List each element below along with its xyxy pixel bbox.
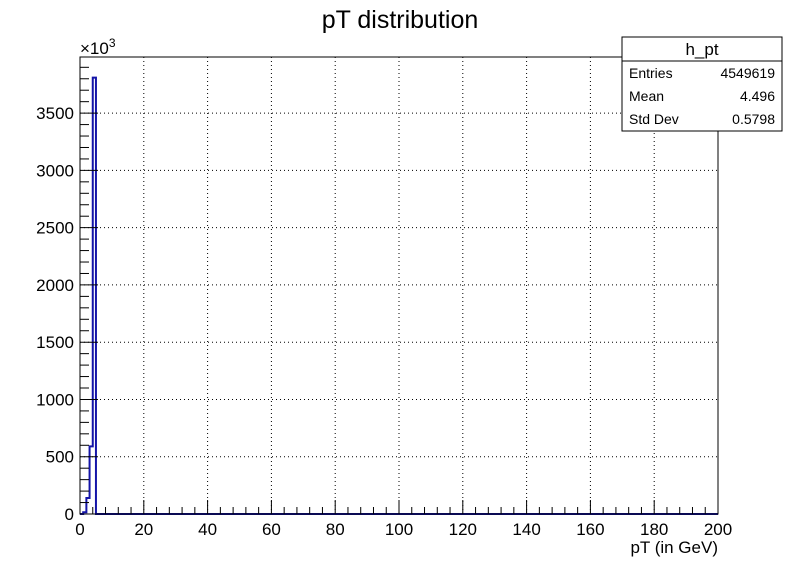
y-tick-label: 0 bbox=[65, 505, 74, 524]
x-tick-label: 20 bbox=[134, 520, 153, 539]
stats-box-name: h_pt bbox=[685, 40, 718, 59]
y-multiplier-exponent: 3 bbox=[109, 36, 116, 50]
x-axis-tick-labels: 0 20 40 60 80 100 120 140 160 180 200 bbox=[75, 520, 732, 539]
y-multiplier-base: ×10 bbox=[80, 39, 109, 58]
x-tick-label: 120 bbox=[449, 520, 477, 539]
y-tick-label: 3500 bbox=[36, 104, 74, 123]
x-tick-label: 160 bbox=[576, 520, 604, 539]
stats-entries-value: 4549619 bbox=[720, 65, 775, 81]
y-tick-label: 3000 bbox=[36, 161, 74, 180]
histogram-outline bbox=[80, 76, 718, 515]
x-tick-label: 60 bbox=[262, 520, 281, 539]
y-axis-tick-labels: 0 500 1000 1500 2000 2500 3000 3500 bbox=[36, 104, 74, 524]
x-tick-label: 180 bbox=[640, 520, 668, 539]
x-tick-label: 40 bbox=[198, 520, 217, 539]
y-tick-label: 1500 bbox=[36, 333, 74, 352]
chart-title: pT distribution bbox=[322, 6, 479, 34]
grid-lines bbox=[80, 57, 718, 514]
y-tick-label: 500 bbox=[46, 448, 74, 467]
stats-stddev-value: 0.5798 bbox=[732, 111, 775, 127]
x-axis-label: pT (in GeV) bbox=[630, 538, 718, 557]
y-tick-label: 2500 bbox=[36, 219, 74, 238]
stats-entries-label: Entries bbox=[629, 65, 673, 81]
stats-stddev-label: Std Dev bbox=[629, 111, 679, 127]
x-tick-label: 0 bbox=[75, 520, 84, 539]
x-tick-label: 100 bbox=[385, 520, 413, 539]
stats-mean-value: 4.496 bbox=[740, 88, 775, 104]
x-tick-label: 140 bbox=[512, 520, 540, 539]
y-tick-label: 1000 bbox=[36, 390, 74, 409]
stats-box-frame bbox=[621, 36, 783, 132]
y-tick-label: 2000 bbox=[36, 276, 74, 295]
stats-box: h_pt Entries 4549619 Mean 4.496 Std Dev … bbox=[621, 36, 783, 132]
stats-mean-label: Mean bbox=[629, 88, 664, 104]
x-tick-label: 80 bbox=[326, 520, 345, 539]
axis-ticks bbox=[79, 66, 719, 515]
y-multiplier-label: ×103 bbox=[80, 36, 116, 58]
x-tick-label: 200 bbox=[704, 520, 732, 539]
